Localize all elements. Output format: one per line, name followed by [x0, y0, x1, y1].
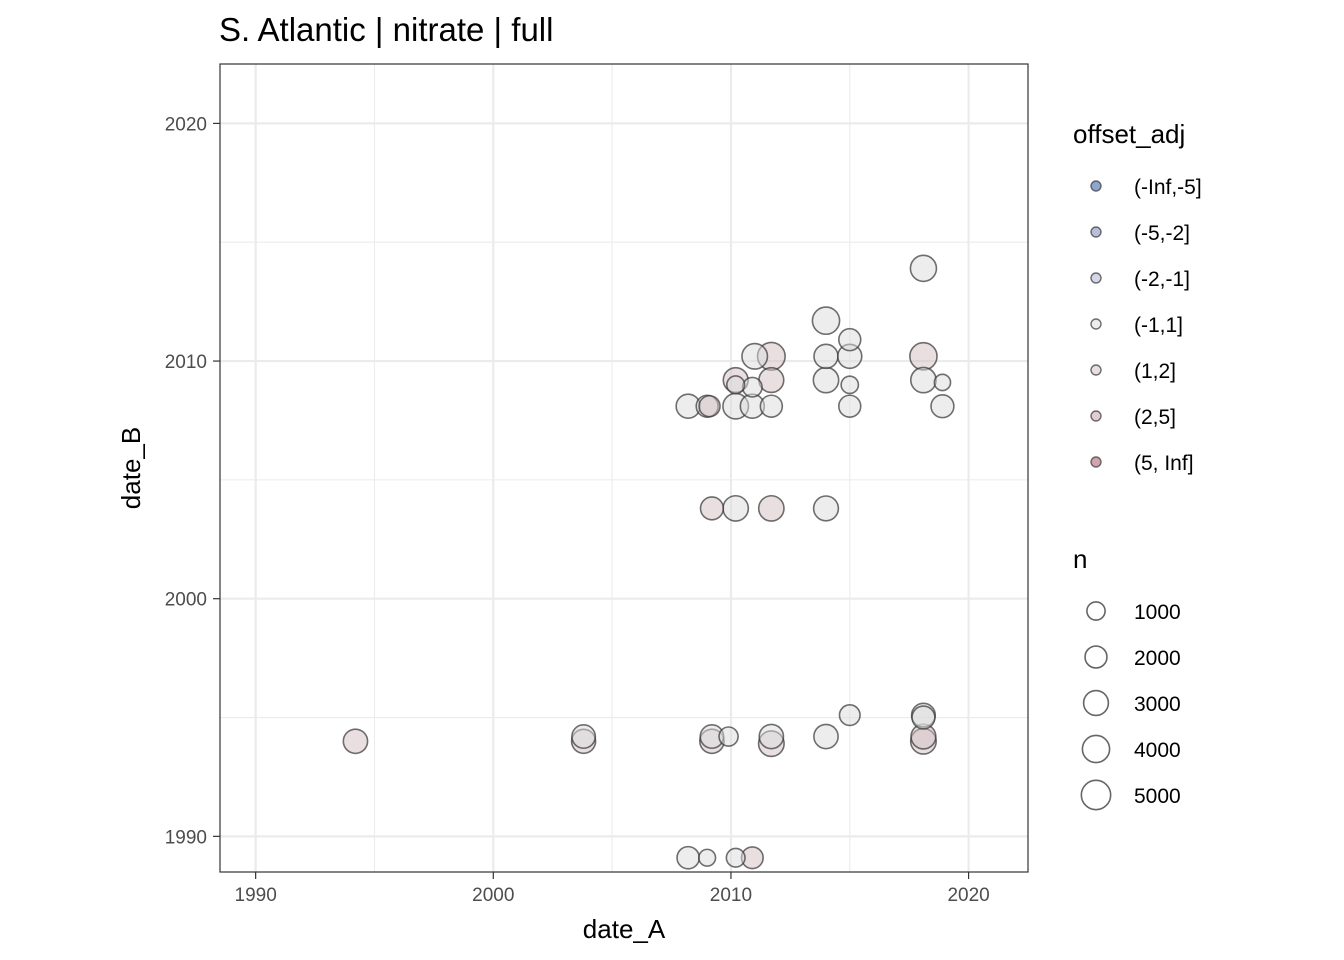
data-point: [840, 375, 860, 395]
color-legend-key: [1090, 272, 1102, 284]
data-point: [699, 496, 725, 521]
size-legend-label: 1000: [1134, 601, 1181, 624]
size-legend-key: [1081, 734, 1111, 764]
y-axis: 1990 2000 2010 2020: [165, 114, 220, 848]
data-point: [676, 845, 701, 870]
x-tick-label: 1990: [235, 885, 277, 906]
data-point: [813, 723, 839, 750]
color-legend-key: [1090, 410, 1102, 422]
size-legend-key: [1080, 779, 1112, 811]
x-tick-label: 2020: [947, 885, 989, 906]
data-point: [726, 375, 746, 395]
y-tick-label: 2010: [165, 352, 207, 373]
x-axis: 1990 2000 2010 2020: [235, 872, 990, 906]
size-legend-label: 4000: [1134, 739, 1181, 762]
x-tick-label: 2010: [710, 885, 752, 906]
data-point: [909, 366, 937, 394]
color-legend-key: [1090, 318, 1102, 330]
data-point: [725, 847, 746, 868]
data-point: [909, 254, 938, 283]
data-point: [722, 494, 750, 522]
data-point: [813, 343, 839, 370]
color-legend-label: (2,5]: [1134, 406, 1176, 429]
data-points: [342, 254, 955, 870]
chart-title: S. Atlantic | nitrate | full: [219, 11, 553, 48]
color-legend-key: [1090, 364, 1102, 376]
size-legend-label: 3000: [1134, 693, 1181, 716]
data-point: [698, 848, 717, 867]
size-legend-key: [1086, 601, 1106, 621]
data-point: [571, 724, 597, 750]
grid-lines: [220, 64, 1028, 872]
size-legend-label: 5000: [1134, 785, 1181, 808]
data-point: [741, 342, 769, 370]
color-legend-key: [1090, 456, 1102, 468]
data-point: [930, 393, 955, 419]
data-point: [342, 728, 369, 755]
color-legend-label: (-2,-1]: [1134, 268, 1190, 291]
data-point: [698, 394, 721, 418]
data-point: [909, 341, 938, 371]
data-point: [812, 366, 840, 394]
x-axis-title: date_A: [583, 914, 666, 944]
size-legend-title: n: [1073, 544, 1087, 574]
y-tick-label: 2000: [165, 590, 207, 611]
data-point: [838, 327, 862, 352]
y-tick-label: 1990: [165, 827, 207, 848]
size-legend-label: 2000: [1134, 647, 1181, 670]
color-legend-label: (-5,-2]: [1134, 222, 1190, 245]
color-legend-label: (1,2]: [1134, 360, 1176, 383]
color-legend-title: offset_adj: [1073, 119, 1185, 149]
panel-background: [220, 64, 1028, 872]
y-axis-title: date_B: [116, 427, 146, 509]
color-legend: offset_adj (-Inf,-5] (-5,-2] (-2,-1] (-1,1]…: [1073, 119, 1202, 475]
color-legend-key: [1090, 180, 1102, 192]
size-legend: n 1000 2000 3000 4000 5000: [1073, 544, 1181, 811]
x-tick-label: 2000: [472, 885, 514, 906]
y-tick-label: 2020: [165, 114, 207, 135]
data-point: [757, 494, 785, 522]
color-legend-label: (-Inf,-5]: [1134, 176, 1202, 199]
data-point: [811, 306, 841, 336]
size-legend-key: [1082, 689, 1110, 717]
color-legend-key: [1090, 226, 1102, 238]
data-point: [911, 705, 936, 730]
size-legend-key: [1084, 645, 1108, 669]
data-point: [741, 376, 763, 398]
color-legend-label: (-1,1]: [1134, 314, 1183, 337]
data-point: [933, 373, 952, 392]
data-point: [812, 495, 840, 522]
data-point: [838, 394, 862, 418]
data-point: [759, 394, 784, 418]
color-legend-label: (5, Inf]: [1134, 452, 1194, 475]
data-point: [718, 726, 739, 747]
data-point: [758, 723, 785, 750]
plot-panel: [219, 63, 1029, 873]
data-point: [838, 704, 861, 727]
panel-border: [219, 63, 1029, 873]
